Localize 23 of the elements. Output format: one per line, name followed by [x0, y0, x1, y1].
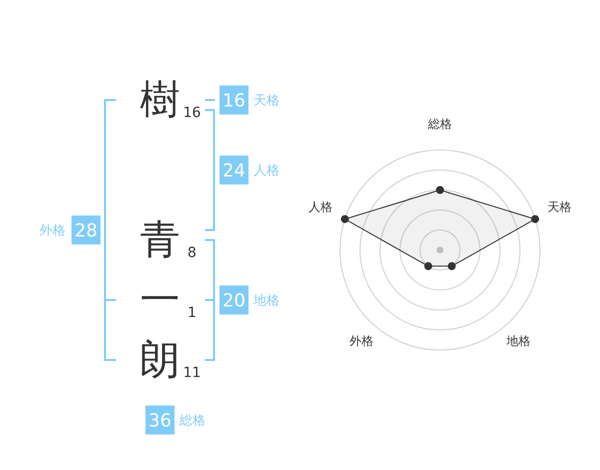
data-label: 20 — [222, 290, 246, 312]
data-label: 28 — [74, 220, 98, 242]
category-label: 朗 — [140, 337, 180, 383]
spoke-label: 人格 — [308, 200, 333, 214]
category-label: 一 — [140, 277, 180, 323]
spoke-label: 総格 — [427, 117, 452, 131]
data-label: 24 — [222, 160, 246, 182]
category-label: 樹 — [140, 77, 180, 123]
data-label: 8 — [188, 245, 196, 261]
data-label: 16 — [183, 105, 201, 121]
spoke-label: 地格 — [505, 334, 530, 348]
category-label: 人格 — [254, 164, 280, 178]
spoke-label: 外格 — [350, 334, 374, 348]
data-label: 1 — [188, 305, 196, 321]
data-label: 11 — [183, 365, 201, 381]
spoke-label: 天格 — [547, 200, 572, 214]
category-label: 天格 — [254, 94, 280, 108]
category-label: 外格 — [40, 224, 66, 238]
data-label: 36 — [148, 410, 172, 432]
category-label: 青 — [140, 217, 180, 263]
category-label: 地格 — [252, 294, 280, 308]
data-label: 16 — [222, 90, 246, 112]
category-label: 総格 — [178, 414, 206, 428]
